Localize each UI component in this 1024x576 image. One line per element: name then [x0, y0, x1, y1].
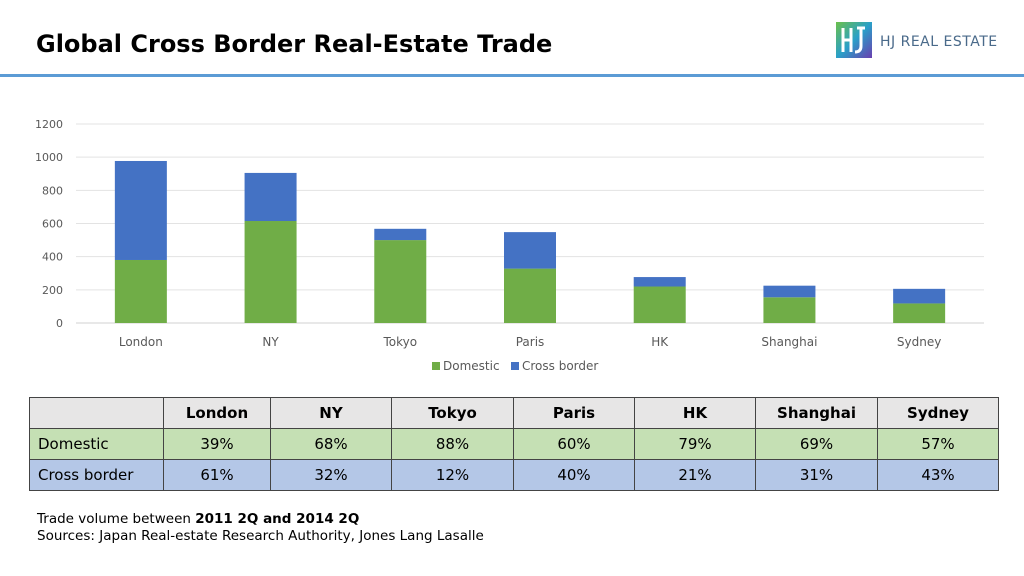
bar-domestic: [893, 303, 946, 323]
row-label-domestic: Domestic: [29, 428, 164, 460]
table-cell: 32%: [270, 459, 392, 491]
note-sources: Sources: Japan Real-estate Research Auth…: [37, 528, 484, 544]
column-header: Shanghai: [755, 397, 878, 429]
y-tick-label: 200: [42, 284, 63, 297]
bar-domestic: [504, 268, 556, 323]
note-period: Trade volume between 2011 2Q and 2014 2Q: [37, 511, 484, 528]
y-axis-ticks: 0 200 400 600 800 1000 1200: [35, 118, 63, 330]
bar-domestic: [374, 240, 427, 323]
share-table: London NY Tokyo Paris HK Shanghai Sydney Domes…: [29, 397, 999, 491]
note-period-range: 2011 2Q and 2014 2Q: [195, 511, 360, 527]
column-header: Tokyo: [391, 397, 514, 429]
x-tick-label: NY: [262, 335, 279, 349]
table-cell: 31%: [755, 459, 878, 491]
bar-cross-border: [244, 172, 297, 222]
y-tick-label: 600: [42, 218, 63, 231]
table-cell: 21%: [634, 459, 756, 491]
table-cell: 68%: [270, 428, 392, 460]
x-tick-label: London: [119, 335, 163, 349]
column-header: London: [163, 397, 271, 429]
bars: [114, 160, 946, 323]
bar-domestic: [763, 297, 816, 323]
table-cell: 61%: [163, 459, 271, 491]
bar-cross-border: [374, 228, 427, 241]
table-cell: 79%: [634, 428, 756, 460]
x-axis-labels: London NY Tokyo Paris HK Shanghai Sydney: [119, 335, 942, 349]
column-header: Sydney: [877, 397, 999, 429]
x-tick-label: Paris: [516, 335, 545, 349]
table-cell: 60%: [513, 428, 635, 460]
table-header-row: London NY Tokyo Paris HK Shanghai Sydney: [29, 397, 999, 429]
hj-logo-icon: [836, 22, 872, 58]
bar-cross-border: [893, 288, 946, 304]
bar-cross-border: [504, 232, 556, 269]
page-title: Global Cross Border Real-Estate Trade: [36, 30, 553, 58]
table-cell: 88%: [391, 428, 514, 460]
bar-domestic: [114, 259, 167, 323]
x-tick-label: Tokyo: [382, 335, 417, 349]
x-tick-label: HK: [651, 335, 669, 349]
legend: Domestic Cross border: [432, 359, 598, 373]
table-cell: 40%: [513, 459, 635, 491]
table-row-cross-border: Cross border 61% 32% 12% 40% 21% 31% 43%: [29, 459, 999, 491]
bar-cross-border: [633, 277, 686, 287]
table-cell: 39%: [163, 428, 271, 460]
y-tick-label: 800: [42, 184, 63, 197]
legend-label: Domestic: [443, 359, 500, 373]
bar-cross-border: [114, 160, 167, 260]
y-tick-label: 1200: [35, 118, 63, 131]
column-header: NY: [270, 397, 392, 429]
table-cell: 69%: [755, 428, 878, 460]
bar-domestic: [633, 286, 686, 323]
y-tick-label: 1000: [35, 151, 63, 164]
note-period-prefix: Trade volume between: [37, 511, 196, 527]
table-cell: 43%: [877, 459, 999, 491]
y-tick-label: 0: [56, 317, 63, 330]
title-underline: [0, 74, 1024, 77]
legend-swatch: [432, 362, 440, 370]
column-header: Paris: [513, 397, 635, 429]
stacked-bar-chart: 0 200 400 600 800 1000 1200 London NY Tokyo Paris…: [35, 118, 984, 373]
x-tick-label: Shanghai: [761, 335, 817, 349]
footnotes: Trade volume between 2011 2Q and 2014 2Q…: [37, 511, 484, 545]
table-cell: 12%: [391, 459, 514, 491]
table-corner-cell: [29, 397, 164, 429]
logo-text: HJ REAL ESTATE: [880, 34, 998, 50]
bar-domestic: [244, 221, 297, 323]
y-tick-label: 400: [42, 251, 63, 264]
x-tick-label: Sydney: [897, 335, 941, 349]
legend-label: Cross border: [522, 359, 598, 373]
brand-logo: HJ REAL ESTATE: [836, 22, 1006, 62]
column-header: HK: [634, 397, 756, 429]
row-label-cross-border: Cross border: [29, 459, 164, 491]
legend-swatch: [511, 362, 519, 370]
table-row-domestic: Domestic 39% 68% 88% 60% 79% 69% 57%: [29, 428, 999, 460]
table-cell: 57%: [877, 428, 999, 460]
bar-cross-border: [763, 285, 816, 298]
